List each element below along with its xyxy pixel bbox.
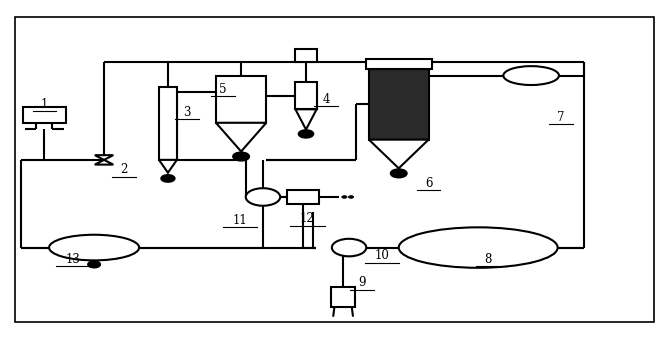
- Polygon shape: [94, 160, 113, 165]
- Polygon shape: [295, 109, 317, 130]
- Polygon shape: [216, 123, 266, 151]
- Ellipse shape: [503, 66, 559, 85]
- Bar: [216, 75, 266, 123]
- Text: 3: 3: [183, 106, 191, 119]
- Polygon shape: [94, 155, 113, 160]
- Circle shape: [246, 188, 280, 206]
- Circle shape: [299, 130, 313, 138]
- Circle shape: [342, 195, 347, 198]
- Text: 8: 8: [484, 253, 492, 266]
- Text: 12: 12: [300, 212, 315, 225]
- Circle shape: [348, 195, 354, 198]
- Text: 2: 2: [120, 164, 128, 176]
- Text: 9: 9: [358, 276, 366, 289]
- Text: 5: 5: [219, 83, 227, 96]
- Circle shape: [391, 169, 407, 177]
- Text: 4: 4: [322, 93, 330, 106]
- Ellipse shape: [399, 227, 558, 268]
- Circle shape: [88, 261, 100, 268]
- Bar: [295, 82, 317, 109]
- Bar: [159, 87, 177, 160]
- Circle shape: [332, 239, 366, 256]
- Text: 13: 13: [65, 253, 80, 266]
- Polygon shape: [369, 140, 428, 168]
- Bar: [287, 190, 319, 204]
- Text: 6: 6: [425, 177, 432, 190]
- Ellipse shape: [49, 235, 139, 260]
- Bar: [331, 287, 355, 307]
- Text: 10: 10: [375, 250, 390, 262]
- Text: 11: 11: [232, 214, 247, 227]
- Circle shape: [233, 152, 249, 160]
- Circle shape: [162, 175, 174, 182]
- Text: 7: 7: [557, 111, 565, 124]
- Bar: [295, 49, 317, 62]
- Bar: [369, 69, 428, 140]
- Polygon shape: [159, 160, 177, 173]
- Text: 1: 1: [41, 98, 48, 111]
- Bar: [23, 107, 66, 123]
- Bar: [366, 59, 432, 69]
